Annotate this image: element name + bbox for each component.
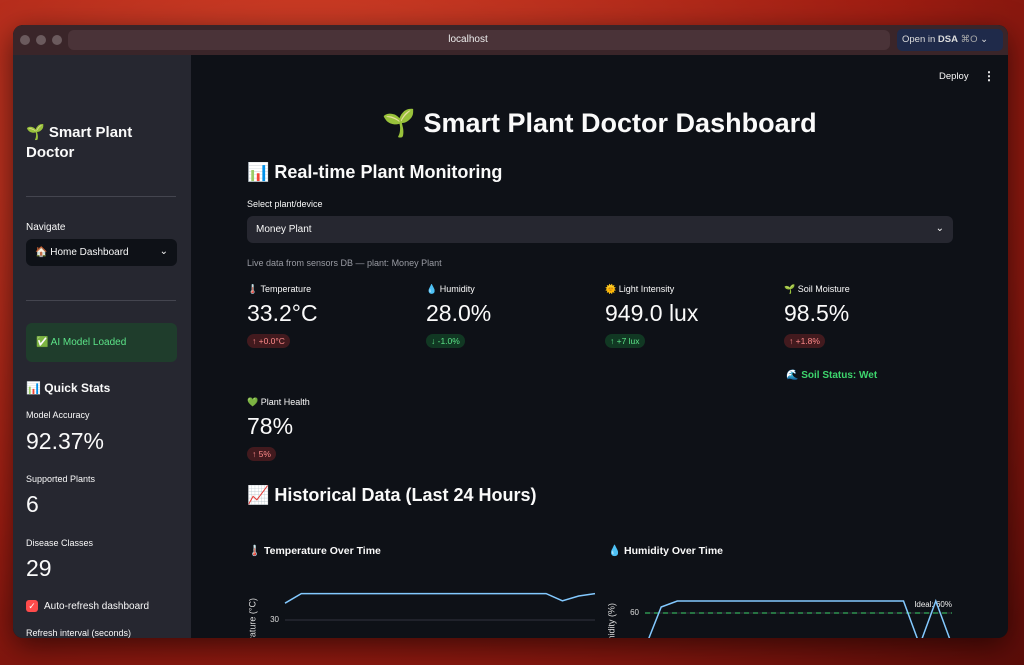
menu-button[interactable]: ⋮ — [983, 69, 995, 83]
metric-delta: ↑ +0.0°C — [247, 334, 290, 348]
browser-window: localhost Open in DSA ⌘O ⌄ 🌱 Smart Plant… — [13, 25, 1008, 638]
toolbar: localhost Open in DSA ⌘O ⌄ — [13, 25, 1008, 55]
y-axis-label: Temperature (°C) — [247, 598, 257, 638]
metric-value: 98.5% — [784, 300, 850, 326]
section-title: 📊 Real-time Plant Monitoring — [247, 162, 503, 182]
soil-status: 🌊 Soil Status: Wet — [786, 370, 878, 381]
y-tick-label: 60 — [630, 608, 639, 617]
chart-title: 🌡️ Temperature Over Time — [248, 544, 381, 557]
stat-value: 6 — [26, 491, 39, 517]
metric-value: 33.2°C — [247, 300, 318, 326]
chevron: ⌄ — [159, 246, 168, 257]
line-series — [648, 598, 951, 638]
auto-refresh-label: Auto-refresh dashboard — [44, 601, 150, 612]
chevron: ⌄ — [935, 223, 944, 234]
line-series — [284, 592, 596, 604]
metric-delta: ↓ -1.0% — [426, 334, 465, 348]
model-status: ✅ AI Model Loaded — [36, 337, 127, 348]
sidebar-title: 🌱 Smart Plant Doctor — [26, 124, 133, 161]
checkbox[interactable]: ✓ — [26, 600, 38, 612]
stat-label: Supported Plants — [26, 474, 96, 484]
open-in-button[interactable]: Open in DSA ⌘O ⌄ — [897, 29, 1003, 51]
divider — [26, 196, 176, 197]
status-box: ✅ AI Model Loaded — [26, 323, 177, 362]
metric-value: 78% — [247, 413, 294, 439]
caption: Live data from sensors DB — plant: Money… — [247, 258, 442, 268]
zoom-button[interactable] — [52, 35, 62, 45]
y-axis-label: Humidity (%) — [606, 603, 616, 638]
plant-select[interactable]: Money Plant ⌄ — [247, 216, 953, 243]
stat-label: Model Accuracy — [26, 410, 90, 420]
metric-delta: ↑ 5% — [247, 447, 276, 461]
open-in-text: Open in — [902, 34, 936, 45]
url: localhost — [448, 34, 488, 45]
refresh-interval-label: Refresh interval (seconds) — [26, 628, 132, 638]
shortcut: ⌘O — [960, 34, 978, 45]
metric-label: 🌞 Light Intensity — [605, 284, 675, 294]
divider — [26, 300, 176, 301]
y-tick-label: 30 — [270, 615, 279, 624]
metric-value: 28.0% — [426, 300, 492, 326]
reference-label: Ideal: 60% — [914, 600, 952, 609]
metric-delta: ↑ +1.8% — [784, 334, 825, 348]
quick-stats-title: 📊 Quick Stats — [26, 381, 111, 395]
stat-value: 29 — [26, 555, 52, 581]
address-bar[interactable] — [68, 30, 890, 50]
page-title: 🌱 Smart Plant Doctor Dashboard — [382, 108, 817, 138]
metric-label: 🌱 Soil Moisture — [784, 284, 850, 294]
open-in-app: DSA — [937, 34, 958, 45]
metric-label: 💚 Plant Health — [247, 397, 310, 407]
stat-value: 92.37% — [26, 428, 105, 454]
metric-label: 💧 Humidity — [426, 284, 475, 294]
navigate-value: 🏠 Home Dashboard — [35, 247, 129, 258]
close-button[interactable] — [20, 35, 30, 45]
metric-delta: ↑ +7 lux — [605, 334, 645, 348]
charts: 🌡️ Temperature Over Time Temperature (°C)… — [247, 544, 952, 638]
chart-title: 💧 Humidity Over Time — [608, 544, 723, 557]
select-label: Select plant/device — [247, 199, 323, 209]
navigate-select[interactable]: 🏠 Home Dashboard ⌄ — [26, 239, 177, 266]
deploy-button[interactable]: Deploy — [939, 71, 969, 82]
minimize-button[interactable] — [36, 35, 46, 45]
metric-value: 949.0 lux — [605, 300, 699, 326]
section-title: 📈 Historical Data (Last 24 Hours) — [247, 485, 537, 505]
sidebar: 🌱 Smart Plant Doctor Navigate 🏠 Home Das… — [13, 55, 191, 638]
select-value: Money Plant — [256, 224, 312, 235]
metric-label: 🌡️ Temperature — [247, 284, 312, 294]
navigate-label: Navigate — [26, 222, 66, 233]
stat-label: Disease Classes — [26, 538, 94, 548]
